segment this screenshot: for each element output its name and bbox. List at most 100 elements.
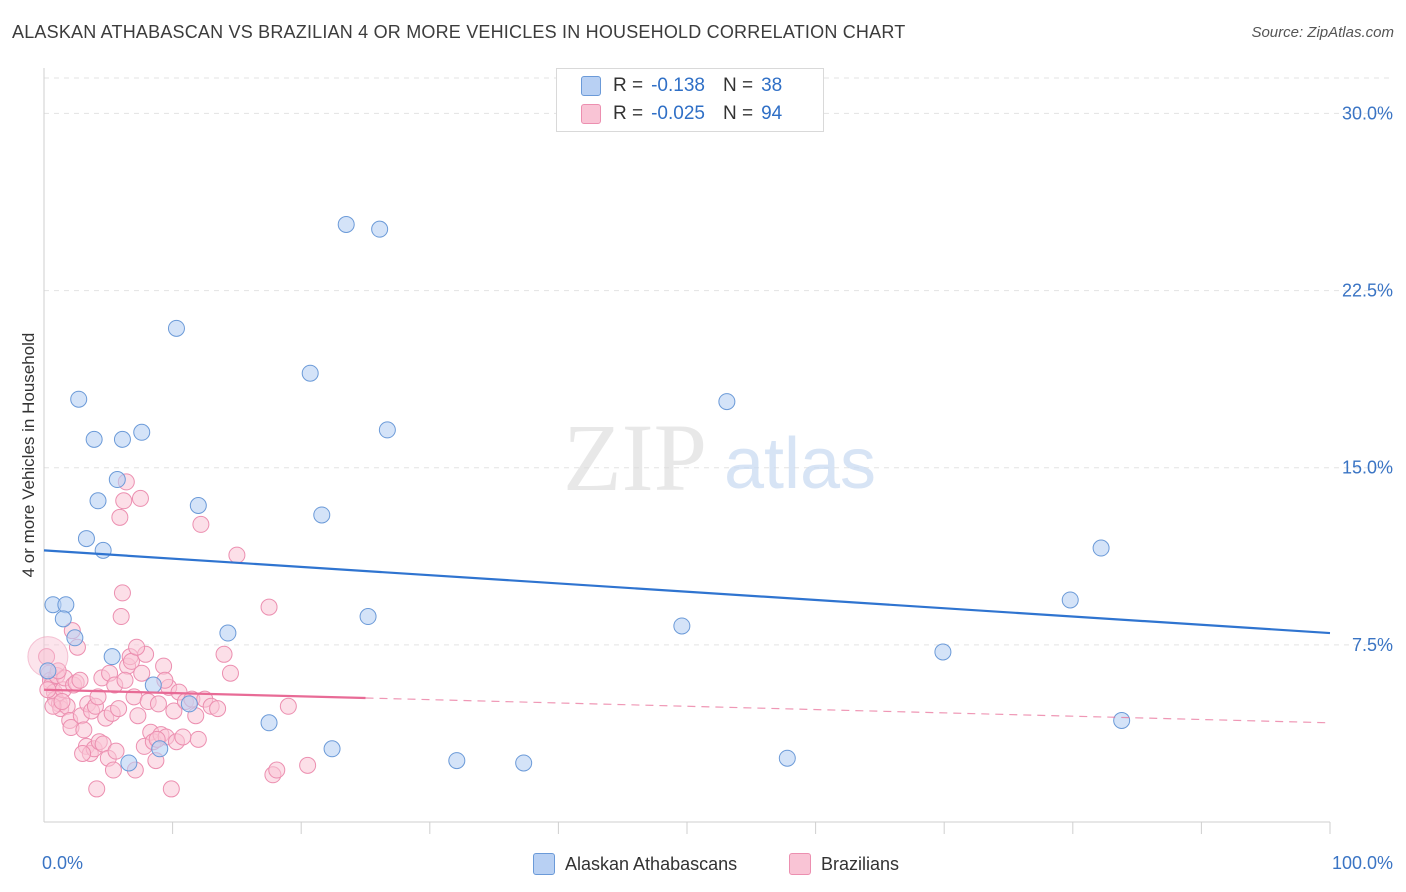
alaskan-athabascans-point (54, 610, 72, 628)
y-tick-label: 22.5% (1342, 281, 1393, 301)
brazilians-point (268, 761, 286, 779)
brazilians-point (165, 702, 183, 720)
alaskan-athabascans-point (673, 617, 691, 635)
legend-r-label: R = (613, 75, 644, 96)
brazilians-point (104, 761, 122, 779)
stats-legend: R = -0.138 N = 38 R = -0.025 N = 94 (556, 68, 824, 132)
brazilians-point (260, 598, 278, 616)
legend-n-value: 94 (761, 103, 783, 124)
y-tick-label: 30.0% (1342, 103, 1393, 123)
alaskan-athabascans-point (337, 215, 355, 233)
alaskan-athabascans-point (85, 430, 103, 448)
legend-r-label: R = (613, 103, 644, 124)
watermark-zip: ZIP (563, 404, 707, 511)
legend-swatch-pink (581, 104, 601, 124)
y-axis-label: 4 or more Vehicles in Household (19, 333, 38, 578)
alaskan-athabascans-point (718, 393, 736, 411)
alaskan-athabascans-point (70, 390, 88, 408)
legend-n-label: N = (722, 75, 754, 96)
brazilians-point (75, 721, 93, 739)
alaskan-athabascans-point (1061, 591, 1079, 609)
legend-row-alaskan: R = -0.138 N = 38 (581, 73, 782, 99)
watermark-atlas: atlas (724, 424, 876, 504)
bottom-legend-swatch-blue (533, 853, 555, 875)
bottom-legend-label-alaskan: Alaskan Athabascans (565, 853, 738, 874)
alaskan-athabascans-point (180, 695, 198, 713)
y-tick-label: 15.0% (1342, 458, 1393, 478)
y-tick-label: 7.5% (1352, 635, 1393, 655)
brazilians-point (111, 508, 129, 526)
brazilians-trend-solid (43, 688, 366, 700)
alaskan-athabascans-point (167, 319, 185, 337)
brazilians-point (209, 700, 227, 718)
alaskan-athabascans-point (94, 541, 112, 559)
brazilians-point (174, 728, 192, 746)
alaskan-athabascans-point (120, 754, 138, 772)
alaskan-athabascans-point (1092, 539, 1110, 557)
brazilians-point (128, 638, 146, 656)
alaskan-athabascans-point (371, 220, 389, 238)
legend-row-brazilians: R = -0.025 N = 94 (581, 101, 782, 127)
alaskan-athabascans-point (77, 530, 95, 548)
brazilians-point (279, 697, 297, 715)
brazilians-point (189, 730, 207, 748)
brazilians-point (221, 664, 239, 682)
brazilians-point (162, 780, 180, 798)
alaskan-athabascans-point (103, 648, 121, 666)
brazilians-point (131, 489, 149, 507)
legend-n-value: 38 (761, 75, 783, 96)
chart-title: ALASKAN ATHABASCAN VS BRAZILIAN 4 OR MOR… (12, 22, 906, 42)
bottom-legend-brazilians: Brazilians (789, 852, 899, 876)
brazilians-point (299, 756, 317, 774)
legend-n-label: N = (722, 103, 754, 124)
alaskan-athabascans-point (515, 754, 533, 772)
alaskan-athabascans-trend (43, 549, 1331, 635)
bottom-legend-label-brazilians: Brazilians (821, 853, 900, 874)
alaskan-athabascans-point (151, 740, 169, 758)
alaskan-athabascans-point (1113, 711, 1131, 729)
alaskan-athabascans-point (57, 596, 75, 614)
brazilians-point (53, 693, 71, 711)
alaskan-athabascans-point (313, 506, 331, 524)
brazilians-point (192, 515, 210, 533)
alaskan-athabascans-point (108, 471, 126, 489)
alaskan-athabascans-point (323, 740, 341, 758)
brazilians-point (110, 700, 128, 718)
tick-labels: 7.5% 15.0% 22.5% 30.0% 0.0% 100.0% (42, 103, 1393, 873)
brazilians-point (228, 546, 246, 564)
brazilians-point (89, 688, 107, 706)
bottom-legend-alaskan: Alaskan Athabascans (533, 852, 737, 876)
alaskan-athabascans-point (778, 749, 796, 767)
brazilians-point (71, 671, 89, 689)
alaskan-athabascans-point (448, 752, 466, 770)
alaskan-athabascans-point (378, 421, 396, 439)
alaskan-athabascans-point (301, 364, 319, 382)
brazilians-points (27, 473, 317, 798)
alaskan-athabascans-point (359, 608, 377, 626)
brazilians-point (116, 671, 134, 689)
bottom-legend-swatch-pink (789, 853, 811, 875)
brazilians-point (107, 742, 125, 760)
brazilians-point (88, 780, 106, 798)
brazilians-point (129, 707, 147, 725)
brazilians-point (112, 608, 130, 626)
alaskan-athabascans-point (66, 629, 84, 647)
legend-r-value: -0.025 (651, 103, 705, 124)
alaskan-athabascans-point (219, 624, 237, 642)
x-tick-label: 0.0% (42, 853, 83, 873)
alaskan-athabascans-point (113, 430, 131, 448)
alaskan-athabascans-point (260, 714, 278, 732)
alaskan-athabascans-point (144, 676, 162, 694)
alaskan-athabascans-point (934, 643, 952, 661)
alaskan-athabascans-point (189, 497, 207, 515)
brazilians-point (74, 745, 92, 763)
legend-r-value: -0.138 (651, 75, 705, 96)
trend-lines (43, 549, 1331, 724)
brazilians-point (155, 657, 173, 675)
brazilians-point (149, 695, 167, 713)
alaskan-athabascans-point (133, 423, 151, 441)
brazilians-point (215, 645, 233, 663)
x-tick-label: 100.0% (1332, 853, 1393, 873)
legend-swatch-blue (581, 76, 601, 96)
